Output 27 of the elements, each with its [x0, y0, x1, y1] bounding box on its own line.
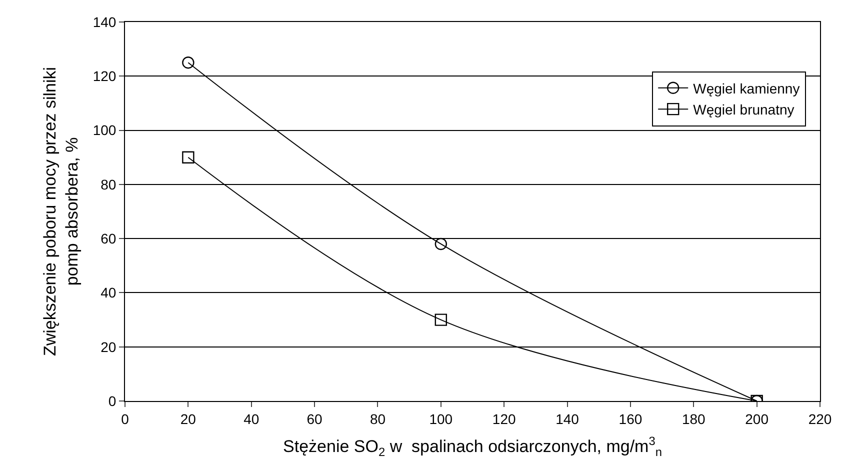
point — [434, 314, 448, 326]
y-tick-label: 80 — [100, 176, 116, 192]
x-tick-label: 60 — [306, 410, 323, 427]
x-tick-label: 80 — [370, 410, 386, 427]
x-tick-label: 140 — [556, 410, 580, 427]
x-tick-label: 160 — [618, 410, 642, 427]
point — [182, 56, 194, 69]
x-tick-label: 40 — [244, 410, 260, 427]
x-tick-label: 180 — [682, 410, 706, 427]
y-tick-label: 60 — [100, 230, 116, 246]
x-tick-label: 120 — [492, 410, 516, 427]
y-tick-label: 120 — [92, 68, 116, 84]
y-axis-title: Zwiększenie poboru mocy przez silniki pomp absorbera, % — [40, 66, 82, 356]
point — [434, 238, 448, 250]
x-tick-label: 0 — [121, 410, 130, 427]
y-tick-label: 100 — [92, 122, 116, 138]
point — [182, 151, 194, 164]
legend-label: Węgiel brunatny — [693, 102, 794, 118]
y-tick-label: 40 — [100, 284, 116, 301]
x-tick-label: 100 — [429, 410, 453, 427]
x-tick-label: 200 — [745, 410, 769, 427]
x-tick-label: 220 — [808, 410, 832, 427]
legend-label: Węgiel kamienny — [693, 80, 800, 96]
y-tick-label: 20 — [100, 338, 116, 355]
y-tick-label: 140 — [92, 14, 116, 30]
y-tick-label: 0 — [108, 392, 116, 409]
x-tick-label: 20 — [180, 410, 196, 427]
